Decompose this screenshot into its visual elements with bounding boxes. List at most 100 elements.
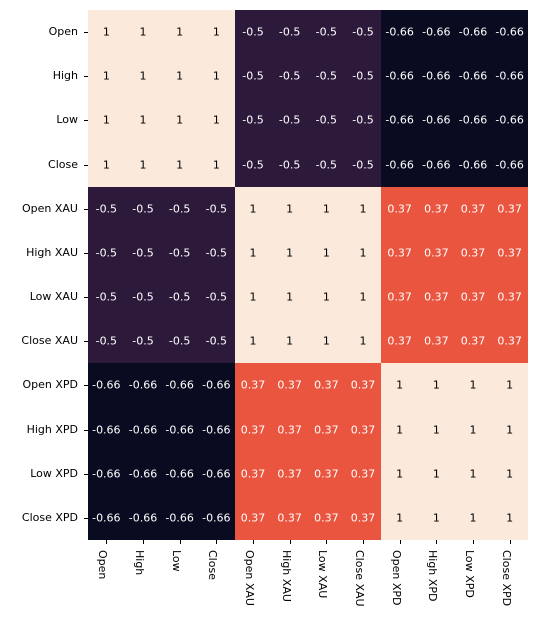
heatmap-annotation: 0.37	[241, 511, 266, 524]
heatmap-annotation: -0.66	[459, 70, 487, 83]
heatmap-annotation: 0.37	[424, 291, 449, 304]
heatmap-annotation: 1	[323, 246, 330, 259]
y-tick	[84, 76, 88, 77]
heatmap-annotation: 1	[360, 291, 367, 304]
heatmap-annotation: 1	[140, 70, 147, 83]
heatmap-annotation: -0.66	[202, 423, 230, 436]
x-axis-label: Open XPD	[390, 550, 403, 606]
x-tick	[510, 540, 511, 544]
heatmap-annotation: 1	[360, 335, 367, 348]
heatmap-annotation: 1	[470, 467, 477, 480]
heatmap-annotation: -0.66	[495, 70, 523, 83]
heatmap-annotation: 1	[103, 70, 110, 83]
heatmap-annotation: 0.37	[424, 246, 449, 259]
y-axis-label: Low	[56, 113, 78, 126]
heatmap-annotation: 1	[433, 379, 440, 392]
heatmap-annotation: 1	[250, 335, 257, 348]
heatmap-annotation: 0.37	[241, 379, 266, 392]
heatmap-annotation: -0.66	[385, 114, 413, 127]
heatmap-annotation: 1	[140, 26, 147, 39]
heatmap-annotation: 1	[213, 26, 220, 39]
heatmap-annotation: -0.66	[495, 114, 523, 127]
heatmap-annotation: -0.5	[206, 202, 227, 215]
heatmap-plot-area: 1 1 1 1 -0.5 -0.5 -0.5 -0.5 -0.66 -0.66 -0.66 -0.66…	[88, 10, 528, 540]
heatmap-annotation: 1	[286, 202, 293, 215]
heatmap-annotation: -0.5	[132, 202, 153, 215]
heatmap-annotation: 1	[323, 291, 330, 304]
y-tick	[84, 32, 88, 33]
heatmap-annotation: 1	[250, 202, 257, 215]
heatmap-annotation: -0.66	[202, 379, 230, 392]
heatmap-annotation: -0.5	[169, 335, 190, 348]
x-tick	[290, 540, 291, 544]
x-axis-label: High XAU	[280, 550, 293, 602]
heatmap-annotation: -0.66	[129, 467, 157, 480]
y-axis-label: Open XAU	[22, 202, 78, 215]
x-axis-label: High XPD	[426, 550, 439, 601]
heatmap-annotation: 0.37	[314, 511, 339, 524]
heatmap-annotation: 0.37	[497, 335, 522, 348]
heatmap-annotation: 1	[140, 114, 147, 127]
heatmap-annotation: 0.37	[277, 379, 302, 392]
heatmap-annotation: -0.5	[352, 70, 373, 83]
heatmap-annotation: 0.37	[497, 202, 522, 215]
heatmap-annotation: 0.37	[387, 335, 412, 348]
heatmap-annotation: 0.37	[461, 335, 486, 348]
heatmap-annotation: 1	[323, 202, 330, 215]
heatmap-annotation: 0.37	[497, 246, 522, 259]
heatmap-annotation: 1	[286, 335, 293, 348]
heatmap-annotation: 1	[360, 246, 367, 259]
x-tick	[180, 540, 181, 544]
y-axis-label: Open	[49, 25, 78, 38]
heatmap-annotation: -0.66	[385, 158, 413, 171]
heatmap-annotation: 0.37	[461, 291, 486, 304]
heatmap-annotation: 1	[506, 467, 513, 480]
heatmap-annotation: 0.37	[277, 511, 302, 524]
heatmap-annotation: -0.5	[96, 202, 117, 215]
heatmap-annotation: 0.37	[424, 202, 449, 215]
heatmap-annotation: -0.5	[279, 70, 300, 83]
x-tick	[326, 540, 327, 544]
heatmap-annotation: 1	[176, 70, 183, 83]
heatmap-annotation: -0.5	[279, 114, 300, 127]
heatmap-annotation: -0.66	[92, 423, 120, 436]
heatmap-annotation: -0.5	[206, 335, 227, 348]
y-tick	[84, 385, 88, 386]
heatmap-annotation: -0.66	[422, 114, 450, 127]
heatmap-annotation: -0.66	[129, 511, 157, 524]
heatmap-annotation: 1	[286, 291, 293, 304]
heatmap-annotation: -0.66	[495, 26, 523, 39]
heatmap-annotation: -0.5	[132, 291, 153, 304]
y-tick	[84, 341, 88, 342]
y-axis-label: High XAU	[26, 246, 78, 259]
x-tick	[253, 540, 254, 544]
heatmap-annotation: -0.5	[316, 114, 337, 127]
heatmap-annotation: -0.66	[459, 114, 487, 127]
heatmap-annotation: 1	[213, 114, 220, 127]
y-tick	[84, 209, 88, 210]
heatmap-annotation: 0.37	[314, 467, 339, 480]
heatmap-annotation: -0.66	[459, 158, 487, 171]
y-tick	[84, 253, 88, 254]
y-axis-label: Close XPD	[22, 511, 78, 524]
heatmap-annotation: 1	[470, 511, 477, 524]
x-axis-label: Close	[206, 550, 219, 580]
heatmap-annotation: 0.37	[351, 423, 376, 436]
heatmap-annotation: 0.37	[387, 291, 412, 304]
heatmap-annotation: 0.37	[351, 379, 376, 392]
heatmap-annotation: 1	[433, 423, 440, 436]
x-tick	[436, 540, 437, 544]
heatmap-annotation: 0.37	[351, 511, 376, 524]
heatmap-annotation: -0.5	[352, 158, 373, 171]
heatmap-annotation: -0.66	[422, 158, 450, 171]
heatmap-annotation: -0.66	[92, 379, 120, 392]
heatmap-annotation: 1	[176, 114, 183, 127]
heatmap-annotation: 1	[250, 291, 257, 304]
heatmap-annotation: -0.5	[242, 26, 263, 39]
heatmap-annotation: 1	[396, 511, 403, 524]
heatmap-annotation: 1	[396, 423, 403, 436]
heatmap-annotation: 1	[323, 335, 330, 348]
heatmap-annotation: 0.37	[314, 423, 339, 436]
heatmap-annotation: 0.37	[387, 202, 412, 215]
heatmap-annotation: 0.37	[387, 246, 412, 259]
